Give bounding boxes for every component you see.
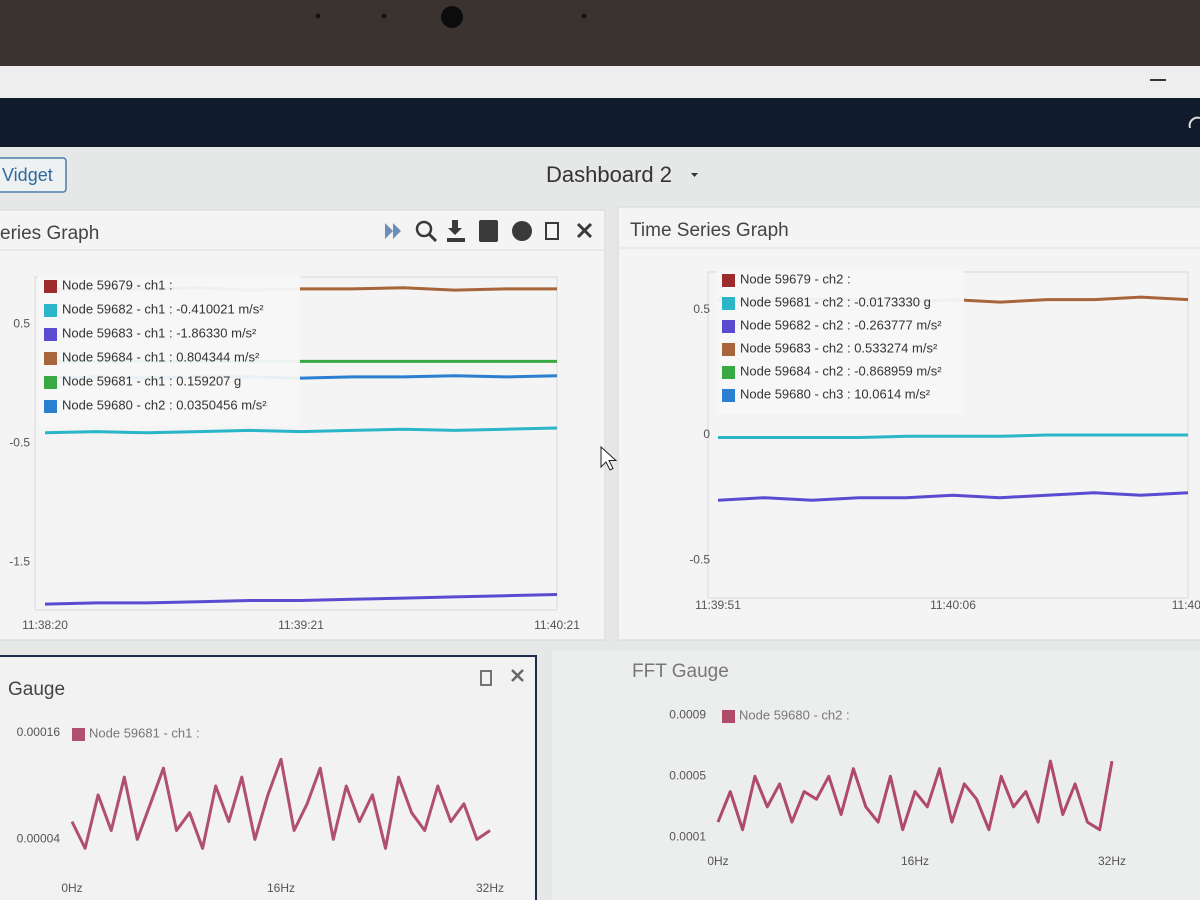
copy-icon[interactable] [480, 670, 492, 686]
series-line [717, 491, 1189, 502]
series-line [44, 426, 558, 435]
legend-swatch [722, 366, 735, 379]
browser-bar [0, 66, 1200, 98]
y-tick-label: 0.00004 [17, 832, 61, 846]
x-tick-label: 0Hz [707, 854, 728, 868]
legend-swatch [44, 400, 57, 413]
widget-button[interactable] [0, 157, 67, 193]
y-tick-label: -0.5 [689, 553, 710, 567]
legend-label: Node 59679 - ch2 : [740, 271, 851, 286]
series-line [716, 759, 1114, 832]
y-tick-label: -1.5 [9, 555, 30, 569]
x-tick-label: 11:40: [1172, 598, 1200, 612]
y-tick-label: 0.0001 [669, 830, 706, 844]
panel-title: FFT Gauge [632, 661, 729, 682]
copy-icon[interactable] [545, 222, 559, 240]
help-icon[interactable] [512, 221, 532, 241]
legend-box [38, 276, 300, 426]
legend-label: Node 59682 - ch2 : -0.263777 m/s² [740, 317, 942, 332]
y-tick-label: -0.5 [9, 436, 30, 450]
legend-swatch [722, 297, 735, 310]
legend-label: Node 59680 - ch2 : 0.0350456 m/s² [62, 397, 267, 412]
legend-label: Node 59681 - ch2 : -0.0173330 g [740, 294, 931, 309]
bezel [0, 0, 1200, 66]
x-tick-label: 11:38:20 [22, 618, 68, 632]
legend-swatch [722, 710, 735, 723]
panel-title: Gauge [8, 679, 65, 700]
series-line [44, 593, 558, 606]
panel [552, 650, 1200, 900]
legend-label: Node 59680 - ch2 : [739, 707, 850, 722]
x-tick-label: 32Hz [476, 881, 504, 895]
x-tick-label: 16Hz [267, 881, 295, 895]
legend-swatch [722, 343, 735, 356]
series-line [70, 757, 491, 850]
y-tick-label: 0.0005 [669, 768, 706, 782]
x-tick-label: 11:40:06 [930, 598, 976, 612]
legend-box [716, 270, 964, 414]
y-tick-label: 0.00016 [17, 725, 61, 739]
legend-swatch [722, 274, 735, 287]
x-tick-label: 0Hz [61, 881, 82, 895]
panel-selected [0, 655, 537, 900]
dropdown-caret[interactable] [691, 173, 698, 177]
charts: -1.5 -0.5 0.5 11:38:20 11:39:21 11:40:21 Node … [9, 270, 1200, 895]
legend-swatch [44, 304, 57, 317]
widget-button-label[interactable]: Vidget [2, 165, 53, 185]
legend-label: Node 59683 - ch1 : -1.86330 m/s² [62, 325, 257, 340]
x-tick-label: 11:40:21 [534, 618, 580, 632]
legend-swatch [722, 320, 735, 333]
legend-label: Node 59684 - ch1 : 0.804344 m/s² [62, 349, 260, 364]
camera [441, 6, 463, 28]
legend-label: Node 59682 - ch1 : -0.410021 m/s² [62, 301, 264, 316]
panel-title: eries Graph [0, 223, 99, 244]
legend-swatch [72, 728, 85, 741]
toolbar [385, 220, 593, 686]
nav-bar [0, 98, 1200, 147]
close-icon[interactable] [511, 669, 524, 682]
legend-label: Node 59681 - ch1 : 0.159207 g [62, 373, 241, 388]
legend-swatch [722, 389, 735, 402]
x-tick-label: 32Hz [1098, 854, 1126, 868]
sensor [381, 13, 387, 19]
x-tick-label: 11:39:21 [278, 618, 324, 632]
zoom-icon[interactable] [415, 220, 433, 238]
series-line [718, 433, 1188, 439]
panel-title: Time Series Graph [630, 220, 789, 241]
x-tick-label: 16Hz [901, 854, 929, 868]
legend-swatch [44, 352, 57, 365]
y-tick-label: 0.5 [13, 317, 30, 331]
mouse-cursor [600, 445, 618, 471]
y-tick-label: 0.5 [693, 302, 710, 316]
play-icon[interactable] [385, 223, 401, 239]
sensor [581, 13, 587, 19]
x-tick-label: 11:39:51 [695, 598, 741, 612]
legend-label: Node 59680 - ch3 : 10.0614 m/s² [740, 386, 931, 401]
calculator-icon[interactable] [479, 220, 498, 242]
legend-label: Node 59684 - ch2 : -0.868959 m/s² [740, 363, 942, 378]
legend-label: Node 59683 - ch2 : 0.533274 m/s² [740, 340, 938, 355]
legend-label: Node 59679 - ch1 : [62, 277, 173, 292]
sensor [315, 13, 321, 19]
zoom-icon-handle [427, 232, 438, 243]
y-tick-label: 0.0009 [669, 707, 706, 721]
legend-swatch [44, 280, 57, 293]
y-tick-label: 0 [703, 427, 710, 441]
legend-label: Node 59681 - ch1 : [89, 725, 200, 740]
download-icon[interactable] [447, 220, 465, 242]
cloud-icon[interactable] [1188, 116, 1200, 129]
close-icon[interactable] [576, 222, 593, 239]
legend-swatch [44, 328, 57, 341]
legend-swatch [44, 376, 57, 389]
dashboard-title[interactable]: Dashboard 2 [546, 162, 672, 187]
